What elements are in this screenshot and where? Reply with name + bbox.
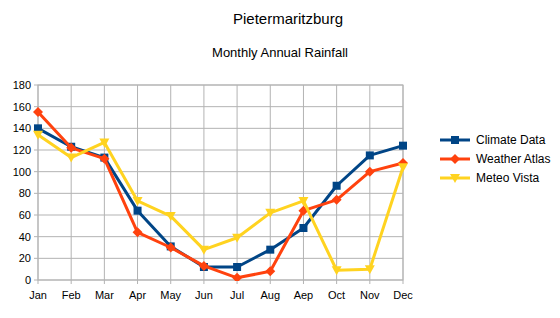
y-tick bbox=[34, 150, 38, 151]
y-grid-line bbox=[38, 150, 403, 151]
legend-marker bbox=[450, 174, 460, 183]
y-tick-label: 80 bbox=[19, 187, 31, 199]
data-point bbox=[365, 265, 375, 274]
y-grid-line bbox=[38, 236, 403, 237]
y-tick-label: 140 bbox=[13, 122, 31, 134]
data-point bbox=[133, 227, 143, 237]
data-point bbox=[265, 266, 275, 276]
y-grid-line bbox=[38, 171, 403, 172]
data-point bbox=[66, 143, 76, 153]
data-point bbox=[265, 209, 275, 218]
x-grid-line bbox=[71, 85, 72, 280]
x-tick-label: Aug bbox=[260, 289, 280, 301]
x-tick bbox=[170, 280, 171, 284]
y-tick-label: 0 bbox=[25, 274, 31, 286]
y-grid-line bbox=[38, 193, 403, 194]
y-tick bbox=[34, 193, 38, 194]
chart: Pietermaritzburg Monthly Annual Rainfall 0… bbox=[0, 0, 560, 318]
data-point bbox=[66, 154, 76, 163]
x-tick bbox=[71, 280, 72, 284]
x-tick-label: Dec bbox=[393, 289, 413, 301]
data-point bbox=[33, 131, 43, 140]
data-point bbox=[332, 266, 342, 275]
y-tick-label: 60 bbox=[19, 209, 31, 221]
y-tick bbox=[34, 171, 38, 172]
data-point bbox=[99, 154, 109, 164]
y-tick bbox=[34, 215, 38, 216]
y-tick bbox=[34, 106, 38, 107]
data-point bbox=[99, 138, 109, 147]
data-point bbox=[266, 246, 274, 254]
subtitle: Monthly Annual Rainfall bbox=[212, 45, 348, 60]
plot-area bbox=[33, 107, 408, 281]
data-point bbox=[298, 197, 308, 206]
y-tick bbox=[34, 236, 38, 237]
x-tick bbox=[137, 280, 138, 284]
x-grid-line bbox=[369, 85, 370, 280]
data-point bbox=[199, 261, 209, 271]
data-point bbox=[166, 243, 176, 253]
y-tick bbox=[34, 280, 38, 281]
legend-marker bbox=[451, 136, 459, 144]
legend-label: Weather Atlas bbox=[476, 152, 550, 166]
x-tick bbox=[203, 280, 204, 284]
x-tick-label: Aep bbox=[294, 289, 314, 301]
series-line bbox=[38, 135, 403, 270]
x-tick-label: Jun bbox=[195, 289, 213, 301]
y-tick-label: 20 bbox=[19, 252, 31, 264]
y-tick-label: 100 bbox=[13, 166, 31, 178]
x-tick-label: May bbox=[160, 289, 181, 301]
x-tick bbox=[369, 280, 370, 284]
x-grid-line bbox=[237, 85, 238, 280]
legend-marker bbox=[450, 154, 460, 164]
data-point bbox=[166, 212, 176, 221]
data-point bbox=[232, 234, 242, 243]
series-line bbox=[38, 112, 403, 278]
plot-frame bbox=[38, 85, 403, 280]
x-tick-label: Nov bbox=[360, 289, 380, 301]
data-point bbox=[299, 224, 307, 232]
x-tick-label: Mar bbox=[95, 289, 114, 301]
y-tick-label: 160 bbox=[13, 101, 31, 113]
data-point bbox=[332, 195, 342, 205]
x-tick bbox=[403, 280, 404, 284]
y-grid-line bbox=[38, 215, 403, 216]
data-point bbox=[398, 163, 408, 172]
x-tick bbox=[38, 280, 39, 284]
y-grid-line bbox=[38, 128, 403, 129]
data-point bbox=[333, 182, 341, 190]
x-tick-label: Feb bbox=[62, 289, 81, 301]
y-grid-line bbox=[38, 258, 403, 259]
x-grid-line bbox=[104, 85, 105, 280]
data-point bbox=[399, 142, 407, 150]
x-tick bbox=[303, 280, 304, 284]
x-grid-line bbox=[137, 85, 138, 280]
data-point bbox=[232, 273, 242, 281]
data-point bbox=[199, 246, 209, 255]
y-tick bbox=[34, 85, 38, 86]
data-point bbox=[133, 197, 143, 206]
data-point bbox=[233, 263, 241, 271]
y-tick bbox=[34, 258, 38, 259]
x-tick-label: Oct bbox=[328, 289, 345, 301]
title: Pietermaritzburg bbox=[233, 10, 343, 27]
y-tick-label: 120 bbox=[13, 144, 31, 156]
data-point bbox=[134, 207, 142, 215]
data-point bbox=[366, 151, 374, 159]
x-tick-label: Jan bbox=[29, 289, 47, 301]
legend-label: Meteo Vista bbox=[476, 171, 539, 185]
y-grid-line bbox=[38, 106, 403, 107]
y-tick-label: 180 bbox=[13, 79, 31, 91]
x-tick bbox=[270, 280, 271, 284]
x-grid-line bbox=[303, 85, 304, 280]
x-tick-label: Jul bbox=[230, 289, 244, 301]
legend-label: Climate Data bbox=[476, 133, 546, 147]
data-point bbox=[365, 167, 375, 177]
data-point bbox=[33, 107, 43, 117]
y-tick-label: 40 bbox=[19, 231, 31, 243]
x-tick bbox=[336, 280, 337, 284]
x-tick-label: Apr bbox=[129, 289, 146, 301]
x-tick bbox=[104, 280, 105, 284]
